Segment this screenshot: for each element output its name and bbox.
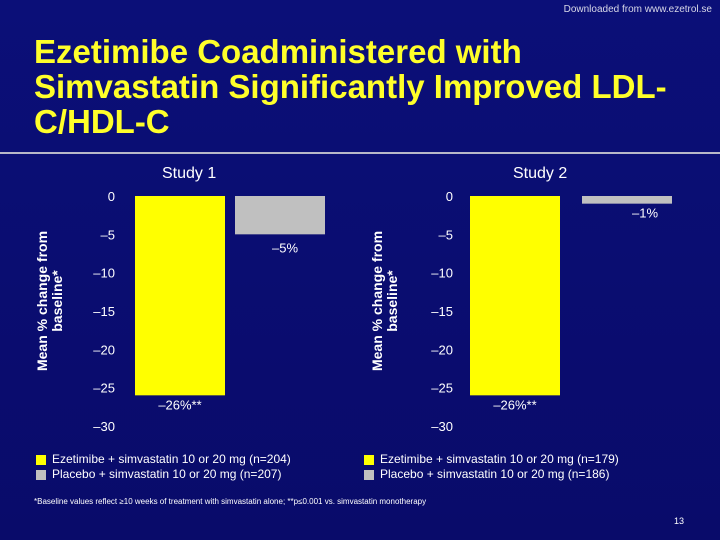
title-divider [0,152,720,154]
study1-y-tick-label: 0 [108,189,115,204]
study2-y-tick-label: –10 [431,266,453,281]
study2-data-label-placebo: –1% [632,206,658,221]
study2-bar-ezetimibe [470,196,560,396]
source-watermark: Downloaded from www.ezetrol.se [563,4,712,15]
study2-bar-placebo [582,196,672,204]
gray-swatch-icon [364,469,374,480]
page-number: 13 [673,516,684,526]
study2-legend-label-placebo: Placebo + simvastatin 10 or 20 mg (n=186… [380,467,610,481]
study1-legend-item-placebo: Placebo + simvastatin 10 or 20 mg (n=207… [36,467,291,482]
study1-legend-label-ezetimibe: Ezetimibe + simvastatin 10 or 20 mg (n=2… [52,452,291,466]
study2-data-label-ezetimibe: –26%** [493,397,536,412]
study1-y-tick-label: –20 [93,342,115,357]
study1-bar-ezetimibe [135,196,225,396]
study2-y-tick-label: –30 [431,419,453,434]
yellow-swatch-icon [36,454,46,465]
study2-legend: Ezetimibe + simvastatin 10 or 20 mg (n=1… [364,452,619,482]
study1-y-tick-label: –5 [101,227,115,242]
study2-y-tick-label: –15 [431,304,453,319]
study1-y-tick-label: –10 [93,266,115,281]
study2-y-tick-label: –5 [439,227,453,242]
study2-y-tick-label: –25 [431,381,453,396]
study1-title: Study 1 [162,165,217,182]
study2-title: Study 2 [513,165,568,182]
study1-y-tick-label: –25 [93,381,115,396]
study2-legend-label-ezetimibe: Ezetimibe + simvastatin 10 or 20 mg (n=1… [380,452,619,466]
study1-y-tick-label: –15 [93,304,115,319]
study2-y-tick-label: 0 [446,189,453,204]
study2-legend-item-placebo: Placebo + simvastatin 10 or 20 mg (n=186… [364,467,619,482]
slide-title: Ezetimibe Coadministered with Simvastati… [34,33,667,140]
study1-bar-placebo [235,196,325,235]
study2-y-tick-label: –20 [431,342,453,357]
study1-legend-item-ezetimibe: Ezetimibe + simvastatin 10 or 20 mg (n=2… [36,452,291,467]
study1-y-tick-label: –30 [93,419,115,434]
study1-legend: Ezetimibe + simvastatin 10 or 20 mg (n=2… [36,452,291,482]
yellow-swatch-icon [364,454,374,465]
study1-legend-label-placebo: Placebo + simvastatin 10 or 20 mg (n=207… [52,467,282,481]
study1-data-label-ezetimibe: –26%** [158,397,201,412]
footnote: *Baseline values reflect ≥10 weeks of tr… [34,497,427,506]
study2-legend-item-ezetimibe: Ezetimibe + simvastatin 10 or 20 mg (n=1… [364,452,619,467]
gray-swatch-icon [36,469,46,480]
study1-data-label-placebo: –5% [272,240,298,255]
